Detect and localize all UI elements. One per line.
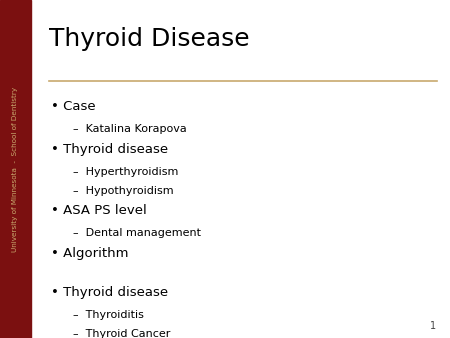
Text: • Algorithm: • Algorithm: [51, 247, 128, 260]
Text: 1: 1: [430, 321, 436, 331]
Text: –  Hypothyroidism: – Hypothyroidism: [73, 186, 174, 196]
Text: • ASA PS level: • ASA PS level: [51, 204, 147, 217]
Text: –  Thyroid Cancer: – Thyroid Cancer: [73, 329, 171, 338]
Text: • Thyroid disease: • Thyroid disease: [51, 286, 168, 298]
Text: • Thyroid disease: • Thyroid disease: [51, 143, 168, 155]
Text: University of Minnesota  -  School of Dentistry: University of Minnesota - School of Dent…: [12, 87, 18, 251]
Text: • Case: • Case: [51, 100, 95, 113]
Text: –  Dental management: – Dental management: [73, 228, 201, 239]
Text: Thyroid Disease: Thyroid Disease: [49, 27, 249, 51]
Bar: [0, 0, 31, 338]
Text: –  Thyroiditis: – Thyroiditis: [73, 310, 144, 320]
Text: –  Katalina Korapova: – Katalina Korapova: [73, 124, 187, 134]
Text: –  Hyperthyroidism: – Hyperthyroidism: [73, 167, 179, 177]
